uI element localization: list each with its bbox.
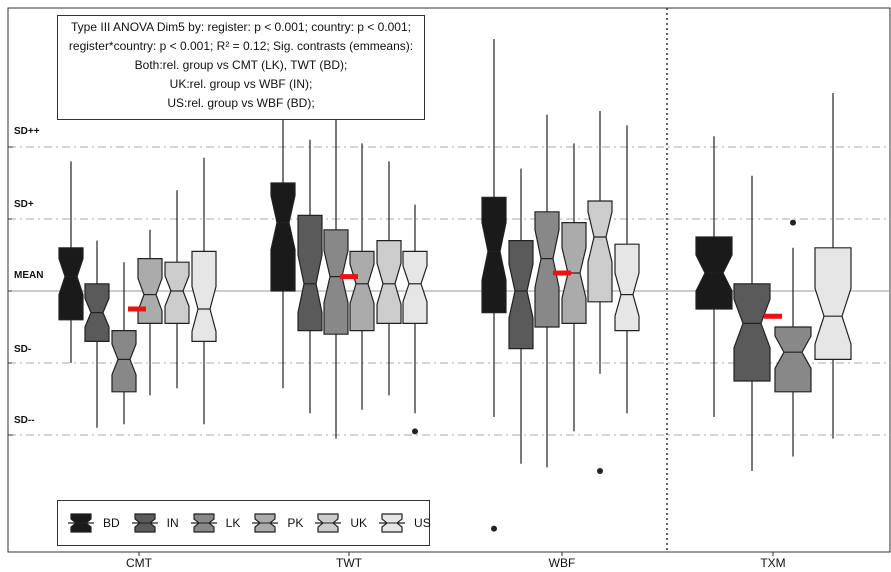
legend-item-bd: BD (68, 513, 120, 533)
box-TXM-US (814, 247, 852, 360)
legend-label: BD (103, 516, 120, 530)
box-TWT-IN (297, 214, 323, 332)
legend-item-in: IN (131, 513, 179, 533)
box-TWT-UK (376, 240, 402, 324)
legend-item-lk: LK (190, 513, 241, 533)
box-CMT-BD (58, 247, 84, 321)
legend: BD IN LK PK UK US (57, 500, 431, 546)
box-WBF-LK (534, 211, 560, 328)
outlier-point (597, 468, 603, 474)
box-CMT-UK (164, 261, 190, 324)
annotation-line-2: register*country: p < 0.001; R² = 0.12; … (68, 39, 414, 53)
legend-item-us: US (379, 513, 431, 533)
x-tick-wbf: WBF (548, 556, 576, 570)
legend-swatch-icon (190, 513, 217, 533)
y-level-mean: MEAN (14, 270, 44, 281)
box-TWT-US (402, 250, 428, 324)
outlier-point (412, 428, 418, 435)
legend-swatch-icon (131, 513, 158, 533)
anova-annotation-box: Type III ANOVA Dim5 by: register: p < 0.… (57, 15, 425, 120)
outlier-point (790, 219, 796, 226)
outlier-point (491, 525, 497, 532)
legend-label: UK (350, 516, 368, 530)
box-WBF-IN (508, 240, 534, 350)
y-level-sd-minus: SD- (14, 344, 32, 355)
box-TWT-LK (323, 229, 349, 335)
box-WBF-US (614, 243, 640, 332)
box-TXM-LK (774, 326, 812, 393)
legend-swatch-icon (252, 513, 279, 533)
annotation-line-1: Type III ANOVA Dim5 by: register: p < 0.… (71, 20, 411, 34)
y-level-sd-plus-plus: SD++ (14, 126, 40, 137)
legend-item-uk: UK (315, 513, 367, 533)
y-level-sd-minus-minus: SD-- (14, 415, 35, 426)
box-WBF-BD (481, 196, 507, 314)
box-CMT-US (191, 250, 217, 342)
annotation-line-3: Both:rel. group vs CMT (LK), TWT (BD); (134, 58, 348, 72)
legend-swatch-icon (379, 513, 406, 533)
legend-label: US (414, 516, 431, 530)
legend-label: IN (166, 516, 179, 530)
y-level-sd-plus: SD+ (14, 199, 34, 210)
legend-swatch-icon (68, 513, 94, 533)
box-TXM-IN (733, 283, 771, 382)
legend-item-pk: PK (252, 513, 303, 533)
box-CMT-LK (111, 330, 137, 393)
x-tick-txm: TXM (760, 556, 786, 570)
box-TWT-BD (270, 182, 296, 292)
box-WBF-UK (587, 200, 613, 303)
box-TWT-PK (349, 250, 375, 332)
legend-label: PK (287, 516, 304, 530)
x-tick-twt: TWT (336, 556, 362, 570)
legend-label: LK (225, 516, 241, 530)
plot-frame (7, 7, 891, 553)
x-tick-cmt: CMT (126, 556, 152, 570)
legend-swatch-icon (315, 513, 342, 533)
annotation-line-4: UK:rel. group vs WBF (IN); (169, 77, 313, 91)
annotation-line-5: US:rel. group vs WBF (BD); (167, 96, 315, 110)
